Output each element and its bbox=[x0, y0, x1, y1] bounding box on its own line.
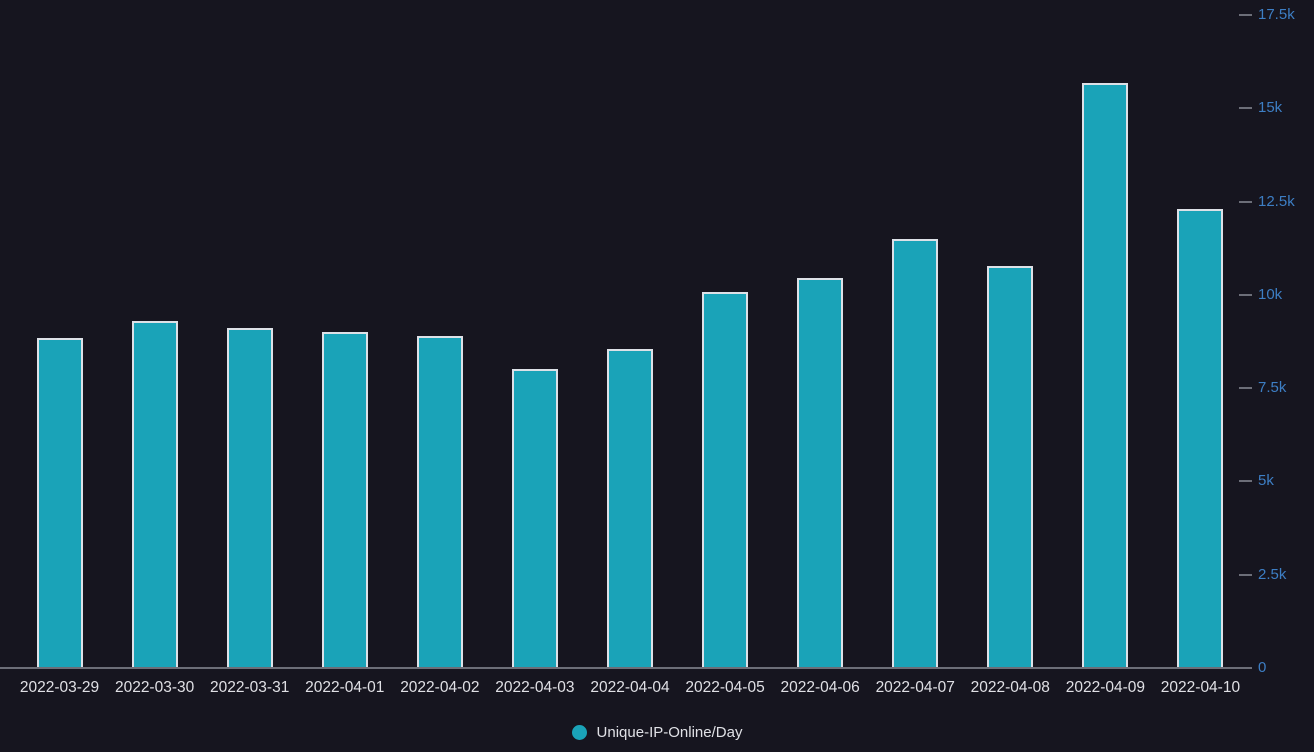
bar-2022-04-03[interactable] bbox=[511, 369, 558, 668]
x-axis-label: 2022-04-01 bbox=[305, 679, 385, 696]
bar-band-2022-03-31 bbox=[202, 15, 297, 668]
x-axis-label: 2022-03-30 bbox=[114, 679, 195, 696]
legend-label: Unique-IP-Online/Day bbox=[596, 724, 743, 741]
bar-2022-04-08[interactable] bbox=[987, 266, 1034, 668]
bar-band-2022-04-04 bbox=[582, 15, 677, 668]
y-axis-tick bbox=[1239, 201, 1252, 203]
bar-band-2022-03-30 bbox=[107, 15, 202, 668]
x-axis-label: 2022-03-29 bbox=[19, 679, 100, 696]
bar-2022-03-31[interactable] bbox=[226, 328, 273, 668]
y-axis-tick-label: 12.5k bbox=[1258, 193, 1295, 210]
x-axis-label: 2022-04-05 bbox=[685, 679, 765, 696]
y-axis-tick bbox=[1239, 107, 1252, 109]
x-axis-label: 2022-04-08 bbox=[970, 679, 1050, 696]
x-axis-label: 2022-04-03 bbox=[495, 679, 575, 696]
y-axis-tick bbox=[1239, 387, 1252, 389]
x-axis-label: 2022-04-06 bbox=[780, 679, 860, 696]
y-axis-tick-label: 2.5k bbox=[1258, 566, 1287, 583]
bar-2022-04-07[interactable] bbox=[892, 239, 939, 668]
bar-band-2022-04-01 bbox=[297, 15, 392, 668]
bar-2022-03-30[interactable] bbox=[131, 321, 178, 668]
bar-2022-04-04[interactable] bbox=[607, 349, 653, 668]
legend-marker-icon bbox=[571, 725, 587, 740]
x-axis-label: 2022-03-31 bbox=[210, 679, 290, 696]
bar-2022-04-05[interactable] bbox=[702, 292, 749, 668]
y-axis-tick-label: 17.5k bbox=[1258, 6, 1295, 23]
y-axis-tick-label: 5k bbox=[1258, 472, 1274, 489]
bar-2022-03-29[interactable] bbox=[36, 338, 83, 668]
plot-area bbox=[12, 15, 1248, 668]
y-axis-tick-label: 0 bbox=[1258, 659, 1267, 676]
bar-band-2022-04-08 bbox=[963, 15, 1058, 668]
x-axis-label: 2022-04-02 bbox=[400, 679, 480, 696]
y-axis-tick bbox=[1239, 480, 1252, 482]
bar-band-2022-04-03 bbox=[487, 15, 582, 668]
x-axis-line bbox=[0, 667, 1247, 669]
x-axis-label: 2022-04-04 bbox=[590, 679, 670, 696]
bar-band-2022-04-10 bbox=[1153, 15, 1248, 668]
bar-band-2022-03-29 bbox=[12, 15, 107, 668]
y-axis-tick bbox=[1239, 14, 1252, 16]
bar-band-2022-04-06 bbox=[773, 15, 868, 668]
bar-band-2022-04-02 bbox=[392, 15, 487, 668]
y-axis-tick-label: 10k bbox=[1258, 286, 1283, 303]
y-axis-tick-label: 7.5k bbox=[1258, 379, 1287, 396]
bar-band-2022-04-07 bbox=[868, 15, 963, 668]
bar-2022-04-09[interactable] bbox=[1082, 83, 1129, 668]
legend-item-unique-ip[interactable]: Unique-IP-Online/Day bbox=[571, 724, 743, 741]
bar-2022-04-10[interactable] bbox=[1177, 209, 1224, 668]
legend: Unique-IP-Online/Day bbox=[0, 724, 1314, 741]
bar-2022-04-02[interactable] bbox=[416, 336, 463, 668]
x-axis-label: 2022-04-07 bbox=[875, 679, 955, 696]
bar-2022-04-01[interactable] bbox=[321, 332, 368, 668]
y-axis-tick bbox=[1239, 574, 1252, 576]
y-axis-tick bbox=[1239, 294, 1252, 296]
bar-2022-04-06[interactable] bbox=[797, 278, 844, 668]
bar-band-2022-04-09 bbox=[1058, 15, 1153, 668]
y-axis-tick bbox=[1239, 667, 1252, 669]
x-axis-label: 2022-04-10 bbox=[1160, 679, 1241, 696]
y-axis-tick-label: 15k bbox=[1258, 99, 1283, 116]
bar-band-2022-04-05 bbox=[678, 15, 773, 668]
x-axis-label: 2022-04-09 bbox=[1065, 679, 1146, 696]
